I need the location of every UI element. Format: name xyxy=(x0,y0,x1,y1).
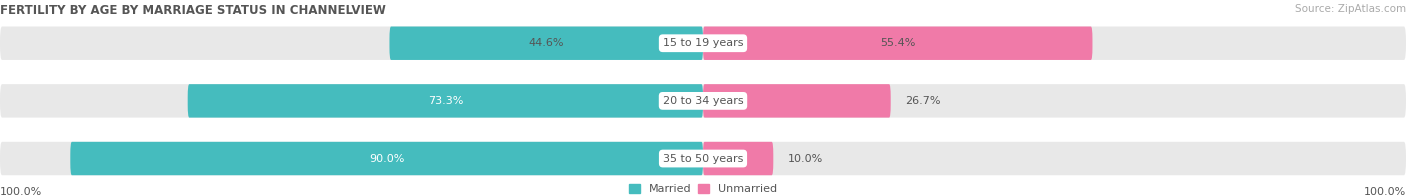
Text: 55.4%: 55.4% xyxy=(880,38,915,48)
Text: 20 to 34 years: 20 to 34 years xyxy=(662,96,744,106)
FancyBboxPatch shape xyxy=(0,26,1406,60)
Text: 44.6%: 44.6% xyxy=(529,38,564,48)
Text: 90.0%: 90.0% xyxy=(368,153,405,163)
FancyBboxPatch shape xyxy=(703,84,891,118)
Text: 26.7%: 26.7% xyxy=(905,96,941,106)
FancyBboxPatch shape xyxy=(703,142,773,175)
Text: 10.0%: 10.0% xyxy=(787,153,823,163)
FancyBboxPatch shape xyxy=(703,26,1092,60)
Text: Source: ZipAtlas.com: Source: ZipAtlas.com xyxy=(1295,4,1406,14)
Text: 35 to 50 years: 35 to 50 years xyxy=(662,153,744,163)
FancyBboxPatch shape xyxy=(70,142,703,175)
Legend: Married, Unmarried: Married, Unmarried xyxy=(628,184,778,194)
FancyBboxPatch shape xyxy=(0,142,1406,175)
Text: 100.0%: 100.0% xyxy=(1364,187,1406,196)
Text: 73.3%: 73.3% xyxy=(427,96,463,106)
Text: 15 to 19 years: 15 to 19 years xyxy=(662,38,744,48)
FancyBboxPatch shape xyxy=(188,84,703,118)
Text: FERTILITY BY AGE BY MARRIAGE STATUS IN CHANNELVIEW: FERTILITY BY AGE BY MARRIAGE STATUS IN C… xyxy=(0,4,385,17)
FancyBboxPatch shape xyxy=(0,84,1406,118)
FancyBboxPatch shape xyxy=(389,26,703,60)
Text: 100.0%: 100.0% xyxy=(0,187,42,196)
